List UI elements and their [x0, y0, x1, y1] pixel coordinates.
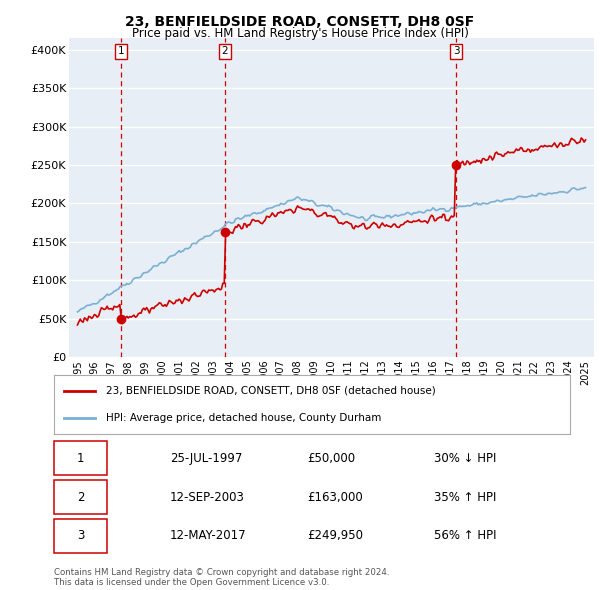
Text: £50,000: £50,000: [307, 452, 356, 465]
FancyBboxPatch shape: [54, 480, 107, 514]
Text: 35% ↑ HPI: 35% ↑ HPI: [434, 490, 497, 504]
Text: 25-JUL-1997: 25-JUL-1997: [170, 452, 242, 465]
Text: 1: 1: [118, 47, 124, 56]
Text: 1: 1: [77, 452, 84, 465]
FancyBboxPatch shape: [54, 519, 107, 553]
Text: 3: 3: [77, 529, 84, 542]
Text: Price paid vs. HM Land Registry's House Price Index (HPI): Price paid vs. HM Land Registry's House …: [131, 27, 469, 40]
FancyBboxPatch shape: [54, 441, 107, 476]
Text: 23, BENFIELDSIDE ROAD, CONSETT, DH8 0SF (detached house): 23, BENFIELDSIDE ROAD, CONSETT, DH8 0SF …: [106, 386, 436, 395]
Text: £163,000: £163,000: [307, 490, 363, 504]
Text: 56% ↑ HPI: 56% ↑ HPI: [434, 529, 497, 542]
Text: 12-MAY-2017: 12-MAY-2017: [170, 529, 247, 542]
Text: Contains HM Land Registry data © Crown copyright and database right 2024.
This d: Contains HM Land Registry data © Crown c…: [54, 568, 389, 587]
Text: HPI: Average price, detached house, County Durham: HPI: Average price, detached house, Coun…: [106, 413, 381, 422]
Text: £249,950: £249,950: [307, 529, 364, 542]
Text: 2: 2: [77, 490, 84, 504]
Text: 30% ↓ HPI: 30% ↓ HPI: [434, 452, 497, 465]
Text: 2: 2: [221, 47, 228, 56]
Text: 12-SEP-2003: 12-SEP-2003: [170, 490, 245, 504]
Text: 3: 3: [453, 47, 460, 56]
Text: 23, BENFIELDSIDE ROAD, CONSETT, DH8 0SF: 23, BENFIELDSIDE ROAD, CONSETT, DH8 0SF: [125, 15, 475, 29]
